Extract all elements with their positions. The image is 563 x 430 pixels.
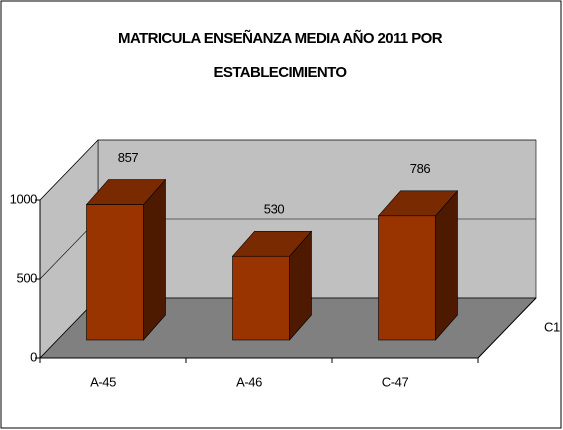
bar-side xyxy=(143,178,166,341)
chart-title: MATRICULA ENSEÑANZA MEDIA AÑO 2011 POR E… xyxy=(118,30,443,81)
y-tick-label: 1000 xyxy=(10,191,37,206)
data-label: 857 xyxy=(118,150,139,165)
data-label: 530 xyxy=(264,202,285,217)
data-label: 786 xyxy=(410,161,431,176)
x-tick-label: C-47 xyxy=(382,374,409,389)
y-tick-label: 0 xyxy=(30,349,37,364)
x-tick-label: A-45 xyxy=(90,374,116,389)
bar xyxy=(86,204,144,341)
x-tick-label: A-46 xyxy=(236,374,262,389)
bar-side xyxy=(435,190,458,341)
y-tick-label: 500 xyxy=(17,270,38,285)
bar xyxy=(232,255,290,341)
grid-line xyxy=(39,139,536,201)
bar xyxy=(378,215,436,341)
series-label: C1 xyxy=(544,319,560,334)
depth-axis xyxy=(477,297,537,359)
